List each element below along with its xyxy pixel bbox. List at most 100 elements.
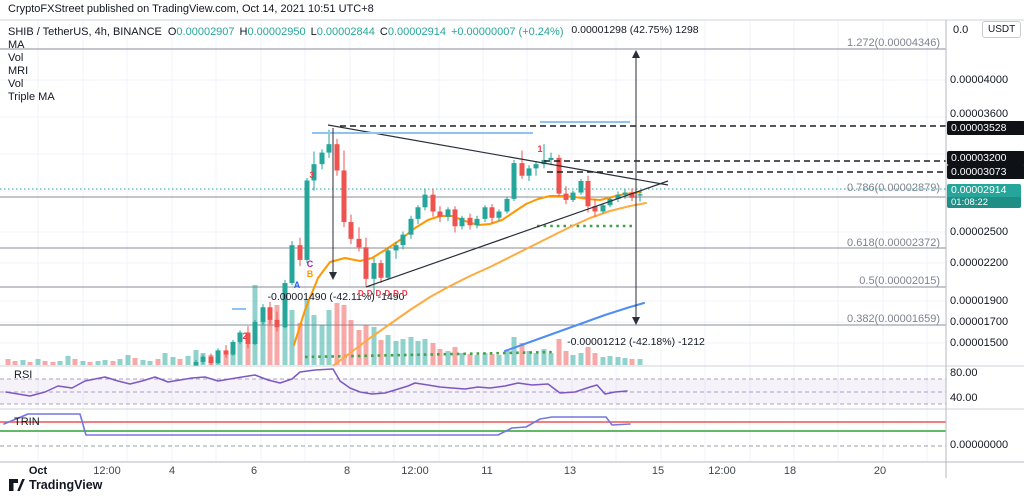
candle-body — [533, 164, 539, 169]
currency-toggle-button[interactable]: USDT — [982, 21, 1022, 38]
volume-bar — [282, 317, 288, 365]
price-tick: 0.00004000 — [950, 74, 1009, 86]
axis-top-label-left: 0.0 — [953, 24, 969, 36]
ohlc-key: O — [167, 26, 177, 38]
time-tick-label: 4 — [168, 465, 176, 477]
volume-bar — [474, 355, 480, 365]
volume-bar — [57, 361, 63, 365]
price-tick: 0.00000000 — [950, 439, 1009, 451]
indicator-label[interactable]: MA — [8, 39, 25, 51]
volume-bar — [170, 357, 176, 365]
indicator-label[interactable]: MRI — [8, 65, 29, 77]
time-tick-label: 13 — [563, 465, 577, 477]
volume-bar — [311, 315, 317, 365]
indicator-label[interactable]: Vol — [8, 78, 24, 90]
volume-bar — [615, 357, 621, 365]
wave-label: C — [307, 259, 314, 269]
indicator-label[interactable]: Vol — [8, 52, 24, 64]
triangle-upper-trendline[interactable] — [327, 124, 669, 186]
wave-label: A — [294, 280, 301, 290]
candle-body — [578, 180, 584, 193]
candle-body — [400, 234, 406, 246]
candle-body — [289, 245, 295, 284]
price-tick: 40.00 — [950, 392, 978, 404]
volume-bar — [185, 356, 191, 365]
candle-body — [489, 207, 495, 218]
triangle-lower-trendline[interactable] — [365, 180, 669, 288]
volume-bar — [5, 359, 11, 365]
wave-label: B — [307, 269, 314, 279]
volume-bar — [408, 337, 414, 365]
volume-bar — [629, 359, 635, 365]
volume-bar — [348, 320, 354, 365]
time-tick-label: 6 — [250, 465, 258, 477]
tradingview-logo[interactable]: TradingView — [8, 477, 102, 493]
candle-body — [629, 192, 635, 198]
arrow-head-up-icon — [632, 50, 640, 58]
candle-body — [260, 307, 266, 322]
volume-bar — [385, 335, 391, 365]
candle-body — [622, 192, 628, 195]
volume-bar — [504, 351, 510, 365]
time-tick-label: 12:00 — [708, 465, 736, 477]
candle-body — [252, 321, 258, 345]
volume-bar — [274, 305, 280, 365]
volume-bar — [245, 335, 251, 365]
time-tick-label: 11 — [481, 465, 493, 477]
volume-bar — [42, 361, 48, 365]
volume-bar — [319, 325, 325, 365]
volume-bar — [570, 355, 576, 365]
time-tick-label: 8 — [343, 465, 351, 477]
volume-bar — [592, 353, 598, 365]
volume-bar — [27, 362, 33, 365]
volume-bar — [363, 325, 369, 365]
candle-body — [607, 198, 613, 206]
candle-body — [223, 350, 229, 355]
rsi-pane-label[interactable]: RSI — [14, 369, 33, 381]
wave-label: 3 — [309, 170, 314, 180]
volume-bar — [548, 353, 554, 365]
fib-level-label: 0.5(0.00002015) — [859, 275, 940, 287]
symbol-title[interactable]: SHIB / TetherUS, 4h, BINANCE — [8, 26, 162, 38]
candle-body — [467, 217, 473, 226]
candle-body — [422, 194, 428, 208]
volume-bar — [430, 343, 436, 365]
candle-body — [267, 307, 273, 320]
arrow-head-down-icon — [329, 272, 337, 280]
volume-bar — [125, 355, 131, 365]
candle-body — [415, 207, 421, 219]
volume-bar — [132, 358, 138, 365]
indicator-label[interactable]: Triple MA — [8, 91, 55, 103]
indicator-legend-rows: MA Vol MRI Vol Triple MA — [8, 39, 564, 104]
candle-body — [570, 192, 576, 200]
volume-bar — [297, 323, 303, 365]
volume-bar — [155, 359, 161, 365]
volume-bar — [556, 339, 562, 365]
candle-body — [556, 157, 562, 194]
volume-bar — [637, 359, 643, 365]
last-price-label: 0.00002914 01:08:22 — [947, 184, 1021, 208]
attribution-text: CryptoFXStreet published on TradingView.… — [8, 3, 374, 15]
measure-label-right: -0.00001212 (-42.18%) -1212 — [567, 336, 705, 348]
volume-bar — [267, 315, 273, 365]
candle-body — [230, 341, 236, 355]
fib-level-label: 0.786(0.00002879) — [847, 182, 940, 194]
trin-line — [3, 413, 631, 436]
wave-label: DDDDDD — [358, 289, 411, 298]
candle-body — [519, 163, 525, 176]
volume-bar — [400, 339, 406, 365]
volume-bar — [356, 330, 362, 365]
volume-bar — [422, 339, 428, 365]
volume-bar — [304, 300, 310, 365]
tradingview-logo-icon — [9, 479, 25, 491]
wave-label: 1 — [537, 144, 542, 154]
candle-body — [348, 222, 354, 239]
volume-bar — [95, 361, 101, 365]
volume-bar — [511, 337, 517, 365]
trin-pane-label[interactable]: TRIN — [14, 416, 40, 428]
time-tick-label: 18 — [783, 465, 797, 477]
candle-body — [637, 194, 643, 196]
tradingview-logo-text: TradingView — [29, 478, 103, 492]
volume-bar — [147, 361, 153, 365]
